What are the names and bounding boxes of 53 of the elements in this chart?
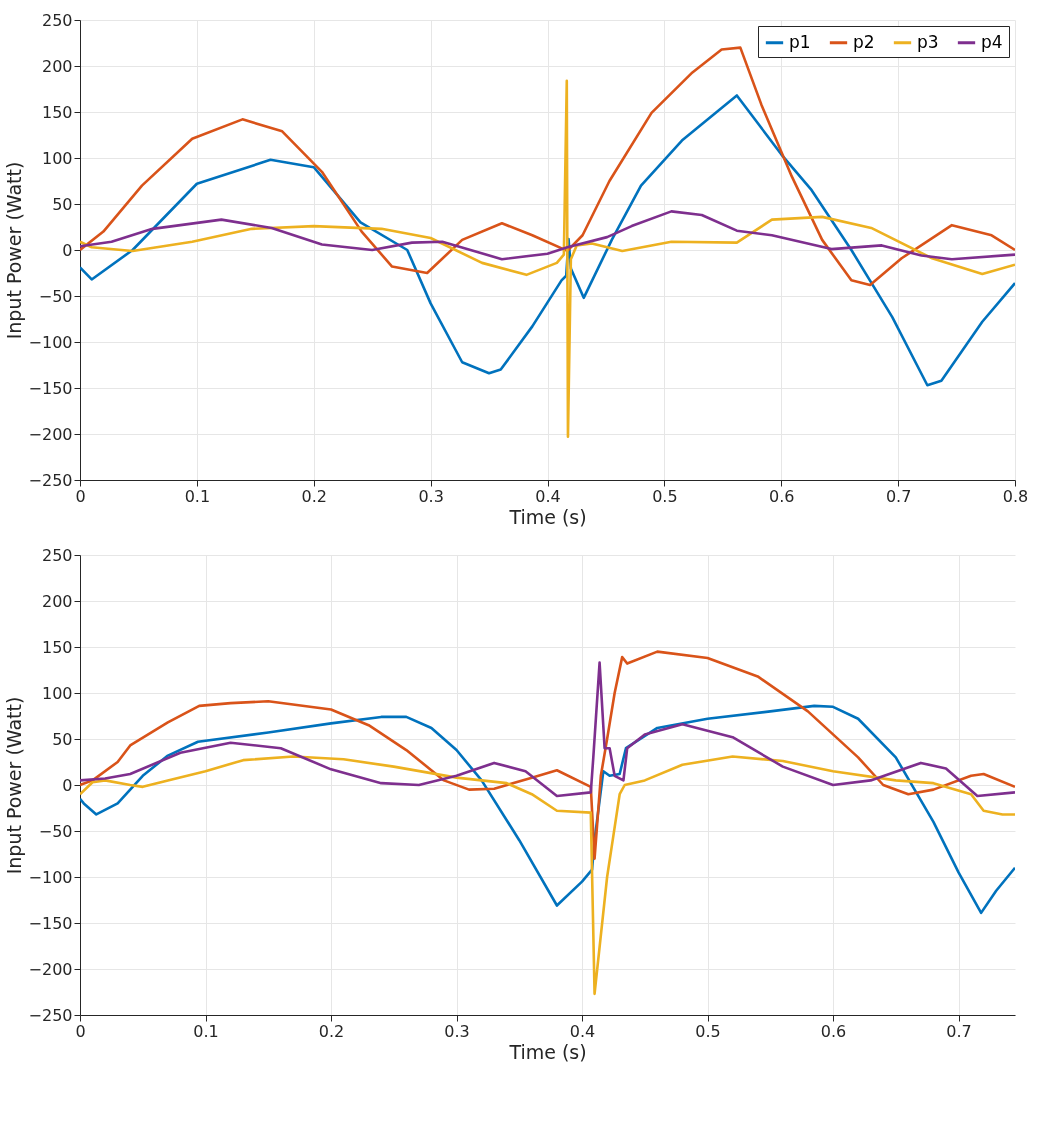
x-tick-label: 0.2 <box>318 1021 345 1041</box>
x-tick-label: 0.4 <box>569 1021 596 1041</box>
y-tick-label: −50 <box>38 286 73 306</box>
line-series <box>80 94 1015 387</box>
y-tick-label: 150 <box>41 102 73 122</box>
legend-label: p4 <box>981 31 1003 52</box>
legend-label: p3 <box>917 31 939 52</box>
legend-label: p1 <box>789 31 811 52</box>
y-tick-label: 200 <box>41 591 73 611</box>
y-tick-label: 100 <box>41 683 73 703</box>
x-tick-label: 0.5 <box>695 1021 721 1041</box>
line-series <box>80 210 1015 261</box>
y-tick-label: 50 <box>52 729 73 749</box>
y-tick-label: −250 <box>28 470 73 490</box>
x-tick-label: 0.8 <box>1002 486 1029 506</box>
y-tick-label: 250 <box>41 10 73 30</box>
y-tick-label: −100 <box>28 867 73 887</box>
x-tick-label: 0.3 <box>418 486 444 506</box>
x-tick-label: 0 <box>75 486 86 506</box>
x-tick-label: 0.6 <box>820 1021 847 1041</box>
x-tick-label: 0.3 <box>444 1021 470 1041</box>
x-tick-label: 0.2 <box>301 486 327 506</box>
x-tick-label: 0.1 <box>184 486 211 506</box>
y-tick-label: 200 <box>41 56 73 76</box>
y-tick-label: −150 <box>28 378 73 398</box>
y-axis-title: Input Power (Watt) <box>2 696 25 875</box>
y-tick-label: −150 <box>28 913 73 933</box>
y-tick-label: 0 <box>62 775 73 795</box>
y-tick-label: −100 <box>28 332 73 352</box>
line-series <box>80 79 1015 439</box>
y-tick-label: −50 <box>38 821 73 841</box>
y-tick-label: 0 <box>62 240 73 260</box>
line-series <box>80 650 1015 860</box>
x-tick-label: 0.1 <box>193 1021 219 1041</box>
y-tick-label: −250 <box>28 1005 73 1025</box>
x-tick-label: 0 <box>75 1021 86 1041</box>
y-tick-label: −200 <box>28 959 73 979</box>
line-series <box>80 755 1015 996</box>
x-axis-title: Time (s) <box>508 505 587 528</box>
x-tick-label: 0.7 <box>885 486 912 506</box>
y-tick-label: 100 <box>41 148 73 168</box>
x-tick-label: 0.6 <box>769 486 795 506</box>
x-tick-label: 0.4 <box>535 486 561 506</box>
legend-label: p2 <box>853 31 875 52</box>
y-tick-label: −200 <box>28 424 73 444</box>
y-tick-label: 250 <box>41 545 73 565</box>
x-tick-label: 0.5 <box>652 486 678 506</box>
x-tick-label: 0.7 <box>946 1021 972 1041</box>
y-axis-title: Input Power (Watt) <box>2 161 25 340</box>
y-tick-label: 50 <box>52 194 73 214</box>
line-series <box>80 661 1015 798</box>
y-tick-label: 150 <box>41 637 73 657</box>
x-axis-title: Time (s) <box>508 1040 587 1063</box>
